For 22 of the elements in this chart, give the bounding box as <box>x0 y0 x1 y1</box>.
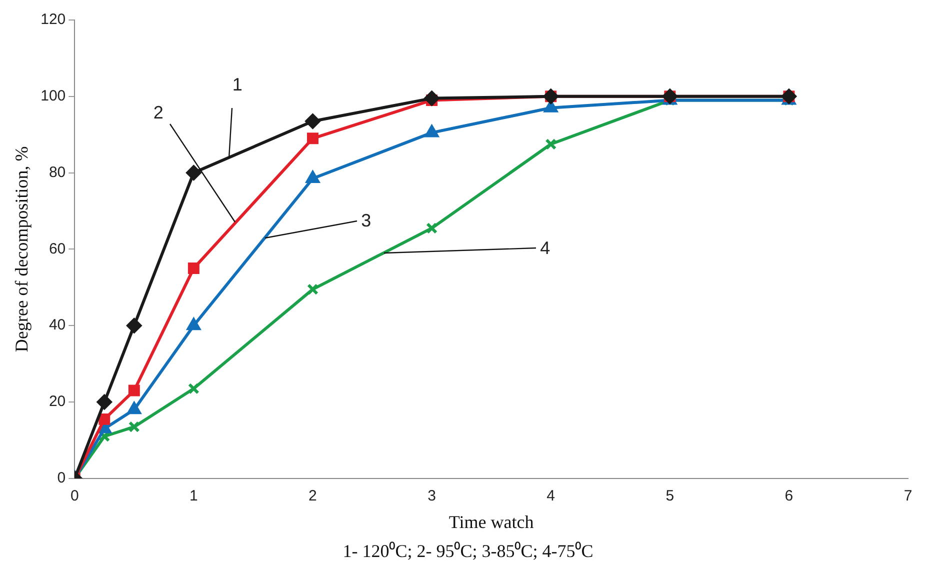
x-tick-label: 5 <box>666 488 674 505</box>
x-tick-label: 4 <box>546 488 556 505</box>
x-tick-label: 6 <box>784 488 794 505</box>
x-tick-label: 3 <box>428 488 436 505</box>
x-tick-label: 2 <box>308 488 317 505</box>
y-axis-title: Degree of decomposition, % <box>12 146 32 352</box>
x-axis-title: Time watch <box>448 512 534 532</box>
y-tick-label: 60 <box>48 240 66 258</box>
text: 1- 120⁰C; 2- 95⁰C; 3-85⁰C; 4-75⁰C <box>342 540 594 562</box>
annotation: 3 <box>361 210 372 231</box>
annotation: 4 <box>540 238 550 258</box>
y-tick-label: 120 <box>40 11 66 28</box>
annotation: 1 <box>232 74 242 94</box>
y-tick-label: 100 <box>40 88 66 105</box>
x-tick-label: 7 <box>904 488 912 505</box>
y-tick-label: 0 <box>57 470 66 487</box>
x-tick-label: 0 <box>70 488 79 505</box>
annotation: 2 <box>153 102 164 122</box>
x-tick-label: 1 <box>190 488 198 505</box>
y-tick-label: 40 <box>48 316 66 334</box>
y-tick-label: 20 <box>48 393 66 410</box>
y-tick-label: 80 <box>48 164 66 181</box>
